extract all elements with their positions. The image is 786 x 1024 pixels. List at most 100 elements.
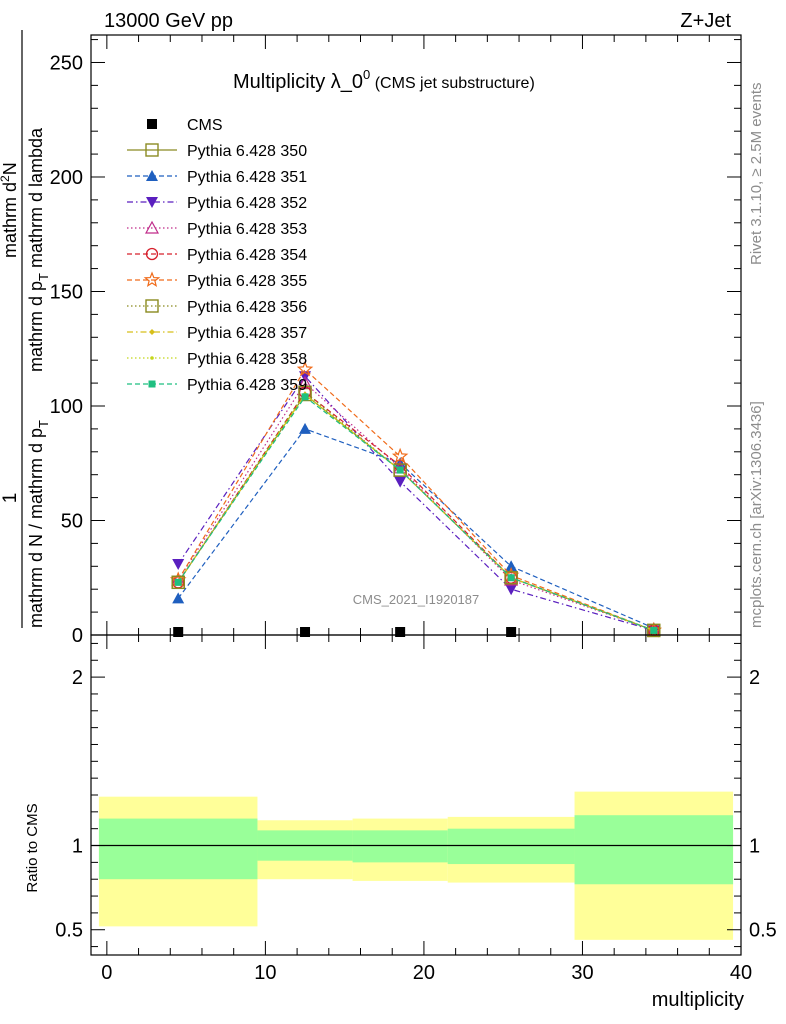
- legend-entry: Pythia 6.428 357: [127, 325, 307, 342]
- legend-marker: [146, 197, 158, 208]
- ylabel-one: 1: [0, 493, 21, 504]
- series-line: [177, 368, 655, 631]
- legend-entry: Pythia 6.428 358: [127, 351, 307, 368]
- legend-label: Pythia 6.428 354: [187, 247, 307, 264]
- data-point: [296, 360, 314, 377]
- data-point: [172, 592, 185, 604]
- series-pythia-351: [172, 422, 660, 634]
- ylabel-denominator: mathrm d N / mathrm d pT: [26, 420, 51, 628]
- data-point: [504, 571, 518, 585]
- y-tick-label: 200: [50, 167, 83, 189]
- x-tick-label: 0: [101, 962, 112, 984]
- legend-marker: [145, 247, 159, 261]
- legend-marker: [146, 170, 158, 181]
- legend-label: Pythia 6.428 352: [187, 195, 307, 212]
- ylabel-numerator: mathrm d2N: [0, 162, 20, 258]
- data-point: [507, 574, 515, 582]
- process-label: Z+Jet: [680, 10, 731, 32]
- legend-entry: Pythia 6.428 352: [127, 195, 307, 212]
- legend-marker: [147, 119, 157, 129]
- x-tick-label: 30: [571, 962, 593, 984]
- ratio-y-tick-label-right: 0.5: [749, 920, 777, 942]
- energy-label: 13000 GeV pp: [104, 10, 233, 32]
- y-axis-label: 1 mathrm d N / mathrm d pT mathrm d2N ma…: [0, 30, 51, 628]
- series-pythia-359: [174, 393, 658, 634]
- legend-label: Pythia 6.428 356: [187, 299, 307, 316]
- rivet-label: Rivet 3.1.10, ≥ 2.5M events: [748, 83, 765, 266]
- ratio-plot-frame: [90, 634, 742, 956]
- legend-entry: Pythia 6.428 351: [127, 169, 307, 186]
- ratio-y-tick-label: 2: [72, 667, 83, 689]
- data-point: [505, 560, 518, 572]
- mcplots-label: mcplots.cern.ch [arXiv:1306.3436]: [748, 401, 765, 628]
- legend-label: Pythia 6.428 355: [187, 273, 307, 290]
- plot-title-sup: 0: [363, 67, 370, 82]
- ylabel-numerator-line2: mathrm d pT mathrm d lambda: [26, 127, 51, 372]
- legend-entry: Pythia 6.428 354: [127, 247, 307, 264]
- data-point: [505, 584, 518, 596]
- ratio-y-axis-label: Ratio to CMS: [24, 803, 41, 892]
- legend-entry: Pythia 6.428 355: [127, 271, 307, 290]
- legend-marker: [143, 271, 161, 288]
- ratio-plot-panel: 0.5 0.51 12 20 10 20 30 40: [55, 634, 777, 984]
- data-point: [394, 476, 407, 488]
- y-tick-label: 250: [50, 52, 83, 74]
- ratio-y-tick-label: 0.5: [55, 920, 83, 942]
- legend-entry: Pythia 6.428 359: [127, 377, 307, 394]
- data-point: [299, 422, 312, 434]
- y-tick-label: 150: [50, 281, 83, 303]
- data-point: [298, 375, 313, 389]
- ratio-band-inner: [352, 830, 448, 863]
- legend-label: Pythia 6.428 358: [187, 351, 307, 368]
- data-point: [301, 393, 309, 401]
- legend-marker: [144, 220, 160, 234]
- main-plot-series: [169, 360, 663, 638]
- ratio-y-tick-label-right: 2: [749, 667, 760, 689]
- legend-label: Pythia 6.428 359: [187, 377, 307, 394]
- ratio-y-tick-label: 1: [72, 836, 83, 858]
- legend-marker: [145, 299, 159, 313]
- legend-entry: Pythia 6.428 356: [127, 299, 307, 316]
- data-point: [171, 575, 185, 590]
- ratio-y-tick-label-right: 1: [749, 836, 760, 858]
- plot-title: Multiplicity λ_00 (CMS jet substructure): [233, 67, 535, 93]
- y-tick-label: 50: [61, 510, 83, 532]
- legend-marker: [149, 329, 155, 335]
- analysis-watermark: CMS_2021_I1920187: [353, 592, 480, 607]
- ratio-band-inner: [447, 828, 575, 865]
- x-tick-label: 10: [254, 962, 276, 984]
- legend-entry: Pythia 6.428 353: [127, 220, 307, 238]
- legend: CMS Pythia 6.428 350 Pythia 6.428 351 Pythi…: [127, 117, 307, 394]
- series-line: [177, 393, 655, 631]
- legend-label: Pythia 6.428 353: [187, 221, 307, 238]
- legend-label: Pythia 6.428 357: [187, 325, 307, 342]
- data-point: [173, 627, 184, 637]
- legend-entry: CMS: [147, 117, 223, 134]
- legend-label: Pythia 6.428 351: [187, 169, 307, 186]
- legend-entry: Pythia 6.428 350: [127, 143, 307, 160]
- y-tick-label: 100: [50, 396, 83, 418]
- ratio-band-inner: [98, 818, 258, 880]
- data-point: [650, 626, 658, 634]
- data-point: [300, 627, 311, 637]
- data-point: [393, 463, 407, 477]
- x-axis-label: multiplicity: [652, 989, 744, 1011]
- series-line: [177, 382, 654, 631]
- legend-marker: [148, 380, 156, 388]
- main-plot-panel: 0 50 100 150 200 250: [50, 34, 742, 647]
- data-point: [647, 623, 661, 638]
- legend-label: Pythia 6.428 350: [187, 143, 307, 160]
- data-point: [395, 627, 406, 637]
- data-point: [391, 447, 409, 464]
- legend-label: CMS: [187, 117, 223, 134]
- data-point: [174, 578, 182, 586]
- ratio-band-inner: [574, 815, 734, 885]
- plot-title-sub: (CMS jet substructure): [370, 75, 534, 92]
- data-point: [396, 466, 404, 474]
- plot-title-main: Multiplicity λ_0: [233, 71, 363, 93]
- x-tick-label: 20: [413, 962, 435, 984]
- legend-marker: [145, 143, 159, 157]
- data-point: [506, 627, 517, 637]
